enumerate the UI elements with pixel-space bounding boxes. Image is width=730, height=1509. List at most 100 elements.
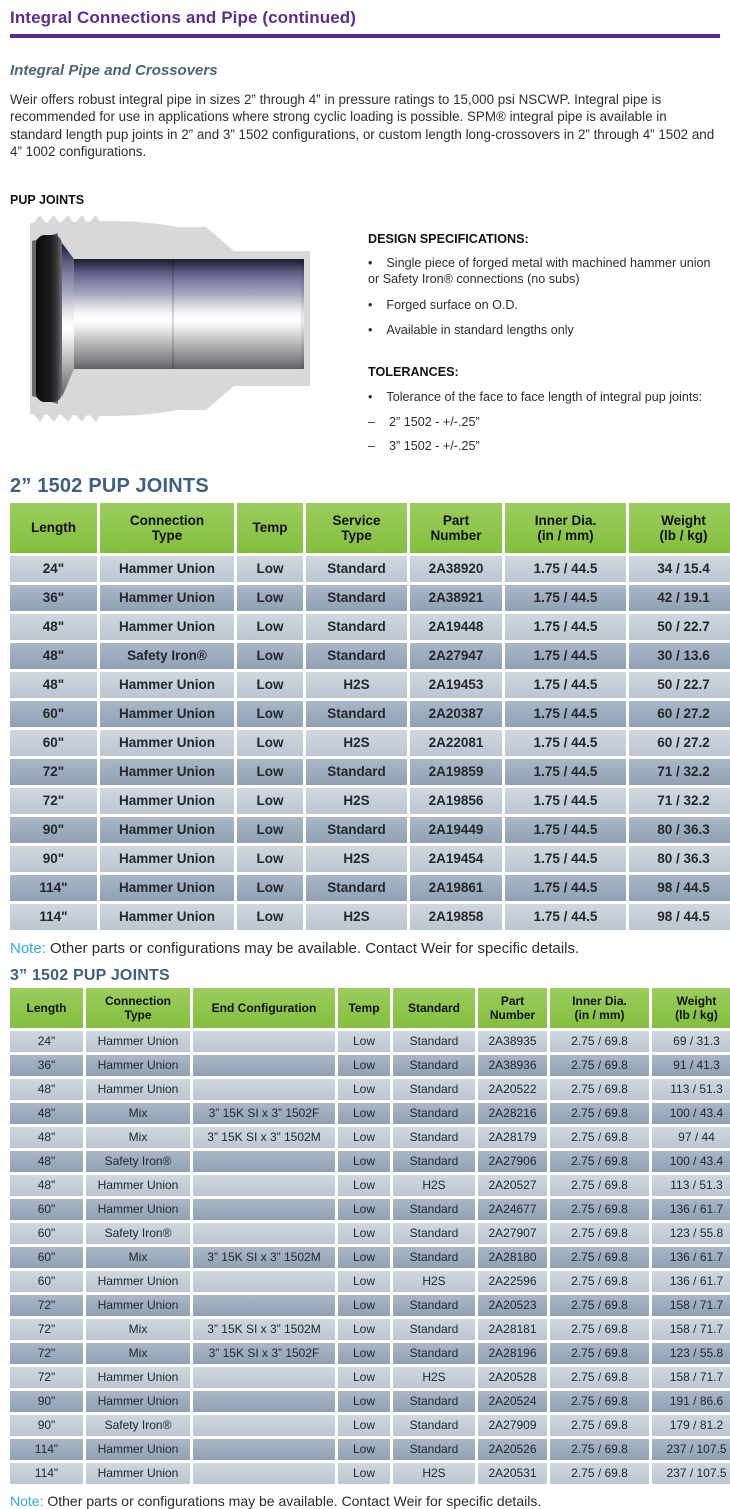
table-cell: 2A20528 xyxy=(478,1366,547,1388)
table-cell xyxy=(193,1222,335,1244)
table-cell: Hammer Union xyxy=(100,700,234,727)
header-row: Length Connection Type Temp Service Type Part N… xyxy=(10,502,730,553)
table-cell: 123 / 55.8 xyxy=(652,1222,730,1244)
table-cell: H2S xyxy=(306,903,407,930)
table-cell: 90" xyxy=(10,1390,83,1412)
table-cell xyxy=(193,1390,335,1412)
table-cell: 98 / 44.5 xyxy=(629,903,730,930)
note-text: Other parts or configurations may be ava… xyxy=(47,1492,542,1509)
design-spec-bullet: Available in standard lengths only xyxy=(368,322,720,338)
table-cell: 1.75 / 44.5 xyxy=(505,903,626,930)
table-cell: Low xyxy=(237,874,303,901)
table-cell: 2A19856 xyxy=(410,787,502,814)
table-cell: Standard xyxy=(306,758,407,785)
table-body: 24" Hammer Union Low Standard 2A38920 1.75 / … xyxy=(10,555,730,930)
table-cell: Hammer Union xyxy=(86,1174,190,1196)
table-cell: 2A20523 xyxy=(478,1294,547,1316)
table-cell: Hammer Union xyxy=(100,758,234,785)
table-cell: 2.75 / 69.8 xyxy=(550,1342,649,1364)
table-cell: Standard xyxy=(393,1294,475,1316)
table-cell: 34 / 15.4 xyxy=(629,555,730,582)
column-header: Inner Dia. (in / mm) xyxy=(550,987,649,1028)
table-row: 60" Mix 3” 15K SI x 3” 1502M Low Standard 2A2… xyxy=(10,1246,730,1268)
table-cell: 60" xyxy=(10,1270,83,1292)
tolerance-item: 3” 1502 - +/-.25” xyxy=(368,438,720,454)
table-cell: Hammer Union xyxy=(100,613,234,640)
design-specs-heading: DESIGN SPECIFICATIONS: xyxy=(368,231,529,246)
table-cell: Safety Iron® xyxy=(86,1150,190,1172)
title-rule xyxy=(10,34,720,38)
table-cell: Hammer Union xyxy=(86,1270,190,1292)
table-cell: 113 / 51.3 xyxy=(652,1078,730,1100)
table-row: 114" Hammer Union Low H2S 2A20531 2.75 / 69.8… xyxy=(10,1462,730,1484)
table-cell: 2A27907 xyxy=(478,1222,547,1244)
table-cell: 80 / 36.3 xyxy=(629,816,730,843)
table-cell: 50 / 22.7 xyxy=(629,671,730,698)
table-cell: Low xyxy=(338,1390,390,1412)
table-cell: 71 / 32.2 xyxy=(629,787,730,814)
note-label: Note: xyxy=(10,939,46,957)
table-row: 48" Mix 3” 15K SI x 3” 1502M Low Standard 2A2… xyxy=(10,1126,730,1148)
table-cell: 2A20387 xyxy=(410,700,502,727)
table-cell: 30 / 13.6 xyxy=(629,642,730,669)
table-row: 72" Hammer Union Low Standard 2A20523 2.75 / … xyxy=(10,1294,730,1316)
table-cell: 237 / 107.5 xyxy=(652,1438,730,1460)
table-cell: 71 / 32.2 xyxy=(629,758,730,785)
table-cell: 2A27947 xyxy=(410,642,502,669)
table-row: 72" Hammer Union Low H2S 2A19856 1.75 / 44.5 7… xyxy=(10,787,730,814)
table-cell: 90" xyxy=(10,816,97,843)
table-cell: 90" xyxy=(10,845,97,872)
table-cell xyxy=(193,1174,335,1196)
table-cell: 2.75 / 69.8 xyxy=(550,1270,649,1292)
note-3in: Note: Other parts or configurations may … xyxy=(10,1493,720,1509)
column-header: Length xyxy=(10,987,83,1028)
table-cell: 191 / 86.6 xyxy=(652,1390,730,1412)
table-cell: 100 / 43.4 xyxy=(652,1102,730,1124)
table-cell: 114" xyxy=(10,903,97,930)
table-cell: 60" xyxy=(10,1246,83,1268)
table-cell xyxy=(193,1438,335,1460)
table-cell: H2S xyxy=(393,1174,475,1196)
table-cell: Standard xyxy=(393,1414,475,1436)
column-header: Inner Dia. (in / mm) xyxy=(505,502,626,553)
table-cell: 2.75 / 69.8 xyxy=(550,1198,649,1220)
table-cell: 136 / 61.7 xyxy=(652,1198,730,1220)
table-cell: 48" xyxy=(10,642,97,669)
table-cell: Hammer Union xyxy=(100,787,234,814)
table-cell: Mix xyxy=(86,1126,190,1148)
table-cell: 2.75 / 69.8 xyxy=(550,1126,649,1148)
table-cell: 2A28179 xyxy=(478,1126,547,1148)
table-cell xyxy=(193,1366,335,1388)
table-row: 90" Hammer Union Low Standard 2A19449 1.75 / … xyxy=(10,816,730,843)
table-cell: 2.75 / 69.8 xyxy=(550,1390,649,1412)
catalog-page: Integral Connections and Pipe (continued… xyxy=(10,0,730,1509)
table-cell: Safety Iron® xyxy=(86,1414,190,1436)
table-cell: Safety Iron® xyxy=(86,1222,190,1244)
table-cell: 1.75 / 44.5 xyxy=(505,642,626,669)
table-cell: 1.75 / 44.5 xyxy=(505,845,626,872)
table-cell: Low xyxy=(237,845,303,872)
table-cell: 72" xyxy=(10,1342,83,1364)
table-cell: 2A38921 xyxy=(410,584,502,611)
table-cell: 2A28216 xyxy=(478,1102,547,1124)
table-cell: 48" xyxy=(10,1174,83,1196)
table-cell: 1.75 / 44.5 xyxy=(505,787,626,814)
tolerance-bullet: Tolerance of the face to face length of … xyxy=(368,389,720,405)
table-cell: 179 / 81.2 xyxy=(652,1414,730,1436)
table-cell: Hammer Union xyxy=(100,845,234,872)
table-cell: 158 / 71.7 xyxy=(652,1366,730,1388)
table-row: 60" Safety Iron® Low Standard 2A27907 2.75 / … xyxy=(10,1222,730,1244)
table-cell: Low xyxy=(338,1246,390,1268)
table-cell: 2A20522 xyxy=(478,1078,547,1100)
table-cell: Low xyxy=(338,1462,390,1484)
table-cell: 2A20524 xyxy=(478,1390,547,1412)
table-cell: 3” 15K SI x 3” 1502F xyxy=(193,1102,335,1124)
table-cell xyxy=(193,1270,335,1292)
table-cell xyxy=(193,1078,335,1100)
table-cell: 1.75 / 44.5 xyxy=(505,700,626,727)
table-cell: 97 / 44 xyxy=(652,1126,730,1148)
table-cell: Standard xyxy=(393,1150,475,1172)
table-cell: Low xyxy=(237,642,303,669)
table-cell: H2S xyxy=(393,1366,475,1388)
table-cell: 123 / 55.8 xyxy=(652,1342,730,1364)
